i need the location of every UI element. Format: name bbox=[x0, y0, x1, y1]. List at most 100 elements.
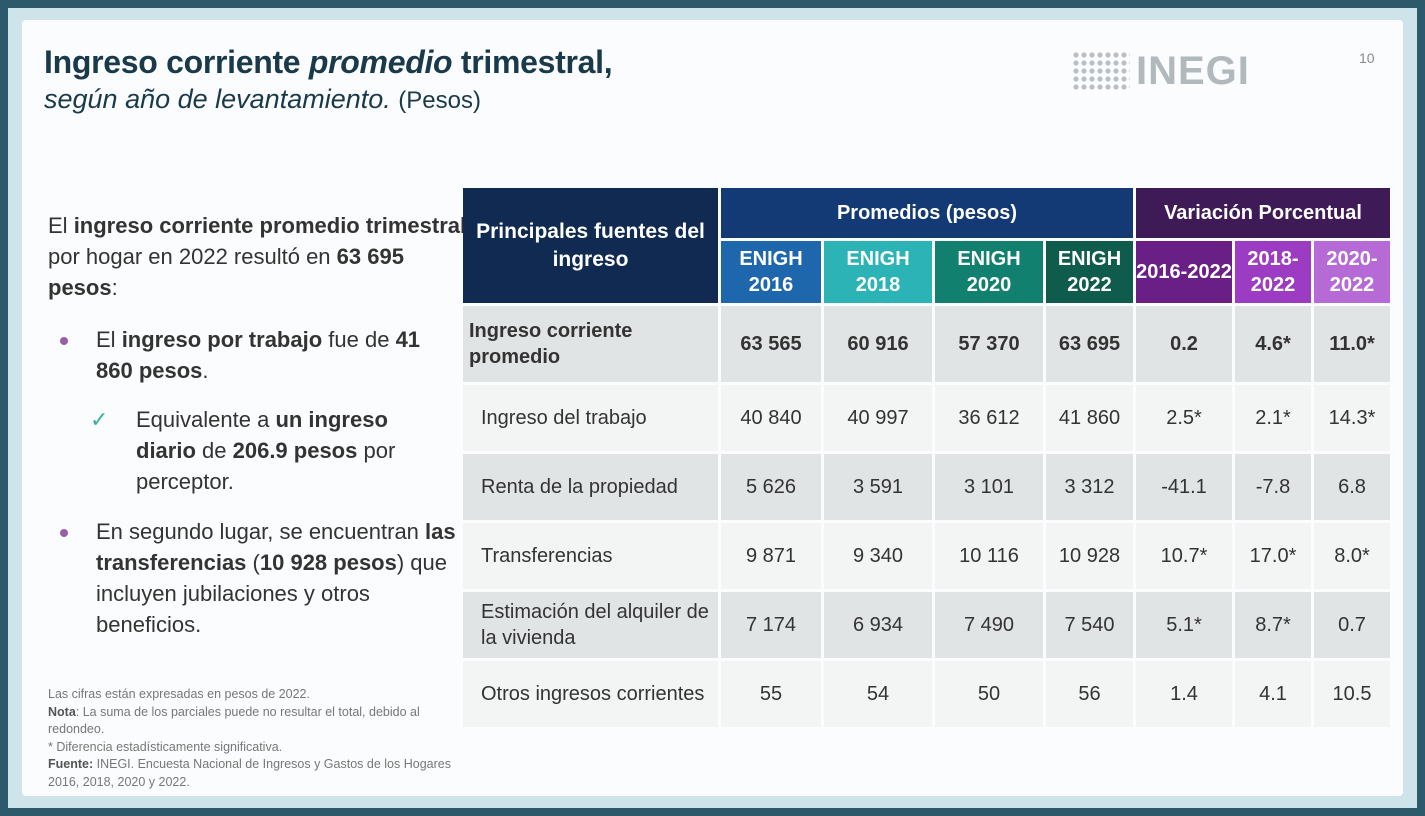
check-item: ✓ Equivalente a un ingreso diario de 206… bbox=[90, 404, 450, 497]
table-row: Otros ingresos corrientes 55 54 50 56 1.4 4.1 1… bbox=[463, 661, 1390, 727]
inegi-logo: INEGI bbox=[1072, 48, 1282, 94]
check-bold: un ingreso diario bbox=[136, 407, 388, 463]
footnotes: Las cifras están expresadas en pesos de … bbox=[48, 686, 468, 791]
table-cell: 17.0* bbox=[1235, 523, 1311, 589]
row-label: Transferencias bbox=[463, 523, 718, 589]
table-cell: 7 490 bbox=[935, 592, 1043, 658]
bullet-bold: las transferencias bbox=[96, 519, 456, 575]
table-cell: 7 174 bbox=[721, 592, 821, 658]
bullet-bold: ingreso por trabajo bbox=[121, 327, 323, 352]
table-cell: 10.5 bbox=[1314, 661, 1390, 727]
table-cell: 5 626 bbox=[721, 454, 821, 520]
table-cell: 3 591 bbox=[824, 454, 932, 520]
promedios-header: Promedios (pesos) bbox=[721, 188, 1133, 238]
bullet-text: En segundo lugar, se encuentran bbox=[96, 519, 426, 544]
table-cell: 10 928 bbox=[1046, 523, 1133, 589]
sub-header: ENIGH 2018 bbox=[824, 241, 932, 303]
sub-header: 2018-2022 bbox=[1235, 241, 1311, 303]
lead-bold: 63 695 pesos bbox=[48, 244, 404, 300]
sub-header: ENIGH 2020 bbox=[935, 241, 1043, 303]
table-cell: 63 695 bbox=[1046, 306, 1133, 382]
note-units: Las cifras están expresadas en pesos de … bbox=[48, 687, 310, 701]
check-text: por perceptor. bbox=[136, 438, 396, 494]
row-label: Ingreso del trabajo bbox=[463, 385, 718, 451]
source-text: INEGI. Encuesta Nacional de Ingresos y G… bbox=[48, 757, 451, 789]
table-cell: 9 871 bbox=[721, 523, 821, 589]
subtitle-unit: (Pesos) bbox=[398, 87, 481, 114]
bullet-text: ( bbox=[246, 550, 260, 575]
table-cell: 54 bbox=[824, 661, 932, 727]
table-cell: 40 997 bbox=[824, 385, 932, 451]
table-cell: -41.1 bbox=[1136, 454, 1232, 520]
table-row: Ingreso del trabajo 40 840 40 997 36 612 41 … bbox=[463, 385, 1390, 451]
lead-bold: ingreso corriente promedio trimestral bbox=[73, 213, 467, 238]
row-label: Ingreso corriente promedio bbox=[463, 306, 718, 382]
check-text: Equivalente a bbox=[136, 407, 276, 432]
bullet-text: fue de bbox=[322, 327, 396, 352]
table-cell: 41 860 bbox=[1046, 385, 1133, 451]
title-text: Ingreso corriente bbox=[44, 44, 309, 80]
lead-text: por hogar en 2022 resultó en bbox=[48, 244, 337, 269]
table-row: Estimación del alquiler de la vivienda 7 … bbox=[463, 592, 1390, 658]
check-icon: ✓ bbox=[90, 407, 109, 432]
note-rounding: Nota: La suma de los parciales puede no … bbox=[48, 704, 468, 739]
table-cell: 10.7* bbox=[1136, 523, 1232, 589]
table-cell: 8.0* bbox=[1314, 523, 1390, 589]
logo-text: INEGI bbox=[1136, 48, 1250, 93]
sub-header: ENIGH 2016 bbox=[721, 241, 821, 303]
sub-header: ENIGH 2022 bbox=[1046, 241, 1133, 303]
table-cell: 10 116 bbox=[935, 523, 1043, 589]
income-table: Principales fuentes del ingreso Promedio… bbox=[460, 185, 1393, 730]
row-label: Otros ingresos corrientes bbox=[463, 661, 718, 727]
note-asterisk: * Diferencia estadísticamente significat… bbox=[48, 739, 283, 754]
table-row: Ingreso corriente promedio 63 565 60 916 57… bbox=[463, 306, 1390, 382]
table-cell: 57 370 bbox=[935, 306, 1043, 382]
logo-dots-icon bbox=[1072, 51, 1130, 91]
slide-subtitle: según año de levantamiento. (Pesos) bbox=[44, 84, 481, 115]
table-row: Transferencias 9 871 9 340 10 116 10 928 10.7… bbox=[463, 523, 1390, 589]
check-bold: 206.9 pesos bbox=[232, 438, 358, 463]
table-cell: 36 612 bbox=[935, 385, 1043, 451]
row-label: Renta de la propiedad bbox=[463, 454, 718, 520]
title-italic: promedio bbox=[308, 44, 453, 80]
table-cell: 3 312 bbox=[1046, 454, 1133, 520]
bullet-item: En segundo lugar, se encuentran las tran… bbox=[60, 516, 470, 640]
table-cell: 56 bbox=[1046, 661, 1133, 727]
lead-text: El bbox=[48, 213, 74, 238]
page-number: 10 bbox=[1359, 50, 1375, 66]
table-cell: 55 bbox=[721, 661, 821, 727]
table-cell: 2.1* bbox=[1235, 385, 1311, 451]
bullet-bold: 10 928 pesos bbox=[259, 550, 397, 575]
bullet-text: . bbox=[202, 358, 209, 383]
note-text: : La suma de los parciales puede no resu… bbox=[48, 704, 420, 737]
table-cell: 6.8 bbox=[1314, 454, 1390, 520]
table-cell: 2.5* bbox=[1136, 385, 1232, 451]
bullet-item: El ingreso por trabajo fue de 41 860 pes… bbox=[60, 324, 460, 386]
table-cell: 5.1* bbox=[1136, 592, 1232, 658]
table-cell: 14.3* bbox=[1314, 385, 1390, 451]
table-cell: 7 540 bbox=[1046, 592, 1133, 658]
source-label: Fuente: bbox=[48, 757, 94, 771]
slide-title: Ingreso corriente promedio trimestral, bbox=[44, 44, 613, 81]
table-cell: 4.1 bbox=[1235, 661, 1311, 727]
table-cell: 11.0* bbox=[1314, 306, 1390, 382]
table-cell: 40 840 bbox=[721, 385, 821, 451]
slide-frame: Ingreso corriente promedio trimestral, s… bbox=[8, 8, 1417, 808]
table-cell: 63 565 bbox=[721, 306, 821, 382]
table-cell: 6 934 bbox=[824, 592, 932, 658]
table-cell: 9 340 bbox=[824, 523, 932, 589]
table-cell: 50 bbox=[935, 661, 1043, 727]
variacion-header: Variación Porcentual bbox=[1136, 188, 1390, 238]
table-cell: 8.7* bbox=[1235, 592, 1311, 658]
sub-header: 2016-2022 bbox=[1136, 241, 1232, 303]
sub-header: 2020-2022 bbox=[1314, 241, 1390, 303]
table-cell: 4.6* bbox=[1235, 306, 1311, 382]
check-text: de bbox=[195, 438, 233, 463]
row-label: Estimación del alquiler de la vivienda bbox=[463, 592, 718, 658]
table-row: Renta de la propiedad 5 626 3 591 3 101 3 31… bbox=[463, 454, 1390, 520]
source-header: Principales fuentes del ingreso bbox=[463, 188, 718, 303]
bullet-dot-icon bbox=[60, 529, 68, 537]
table-cell: 0.7 bbox=[1314, 592, 1390, 658]
table-cell: 1.4 bbox=[1136, 661, 1232, 727]
bullet-dot-icon bbox=[60, 337, 68, 345]
